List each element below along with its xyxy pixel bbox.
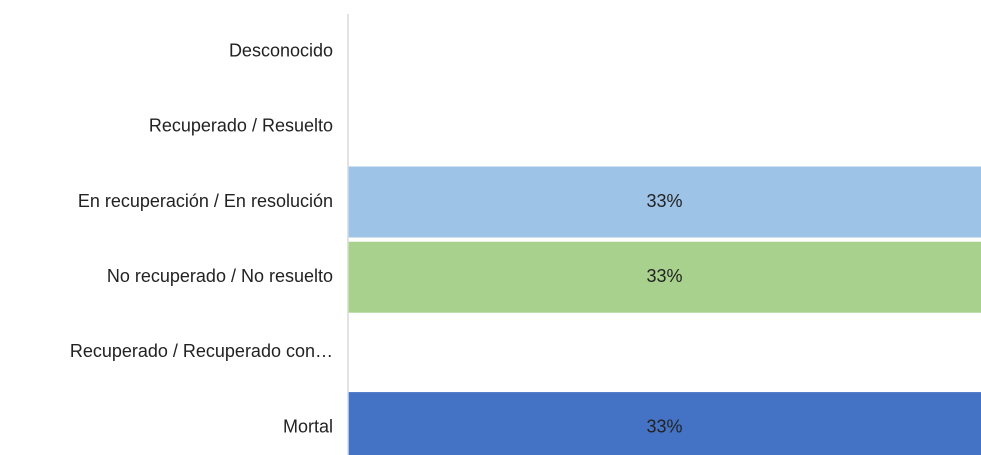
- bar: [348, 241, 981, 313]
- y-tick-label: Mortal: [283, 416, 333, 436]
- y-tick-label: Recuperado / Resuelto: [149, 116, 333, 136]
- data-label: 33%: [646, 416, 682, 436]
- y-tick-label: Desconocido: [229, 40, 333, 60]
- y-tick-label: Recuperado / Recuperado con…: [70, 341, 333, 361]
- data-label: 33%: [646, 191, 682, 211]
- bar: [348, 166, 981, 238]
- y-tick-label: No recuperado / No resuelto: [107, 266, 333, 286]
- bar: [348, 392, 981, 455]
- y-tick-label: En recuperación / En resolución: [78, 191, 333, 211]
- data-label: 33%: [646, 266, 682, 286]
